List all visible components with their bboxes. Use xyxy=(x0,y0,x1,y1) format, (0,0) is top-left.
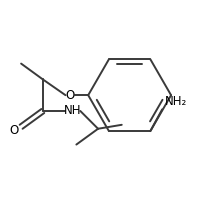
Text: NH: NH xyxy=(64,104,81,117)
Text: NH₂: NH₂ xyxy=(165,95,187,108)
Text: O: O xyxy=(10,124,19,137)
Text: O: O xyxy=(66,89,75,102)
